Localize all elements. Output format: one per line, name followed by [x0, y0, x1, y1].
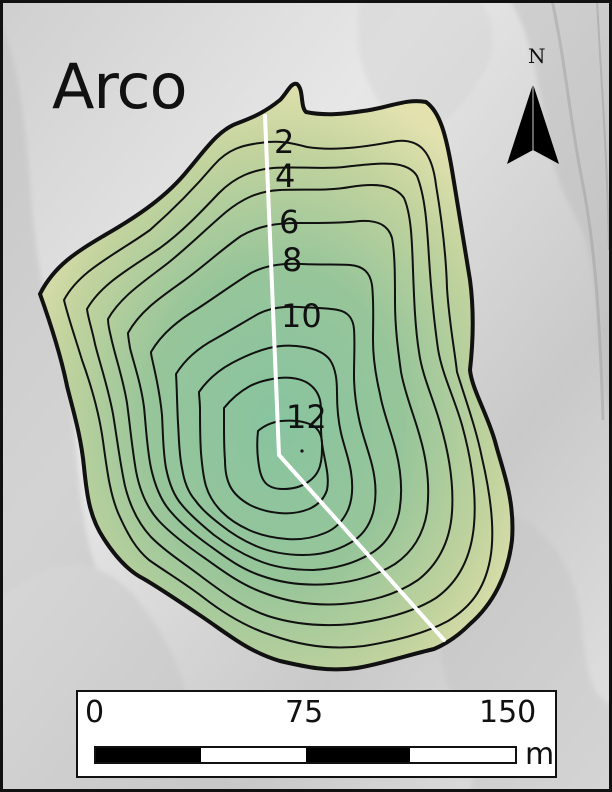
north-label: N	[528, 44, 546, 68]
contour-label-2: 2	[274, 123, 295, 161]
contour-label-6: 6	[279, 203, 300, 241]
scale-segment-3	[305, 748, 411, 762]
scale-tick-150: 150	[479, 695, 537, 730]
scale-segment-4	[410, 748, 515, 762]
profile-line	[263, 114, 446, 642]
scale-tick-0: 0	[85, 695, 105, 730]
map-title: Arco	[52, 50, 188, 123]
scale-segment-1	[96, 748, 201, 762]
north-arrow-icon	[507, 84, 559, 164]
contour-label-12: 12	[286, 398, 327, 436]
scalebar-panel: 0 75 150 m	[76, 690, 557, 778]
contour-label-4: 4	[275, 157, 296, 195]
scale-tick-75: 75	[285, 695, 324, 730]
scale-unit: m	[525, 737, 555, 772]
contour-label-8: 8	[282, 241, 303, 279]
terrain-channel-1	[550, 0, 605, 421]
deepest-point-marker	[300, 449, 304, 453]
terrain-channel-2	[596, 0, 610, 251]
scale-bar	[94, 746, 517, 764]
contour-lines	[62, 139, 494, 649]
contour-label-10: 10	[281, 297, 322, 335]
scale-segment-2	[200, 748, 306, 762]
